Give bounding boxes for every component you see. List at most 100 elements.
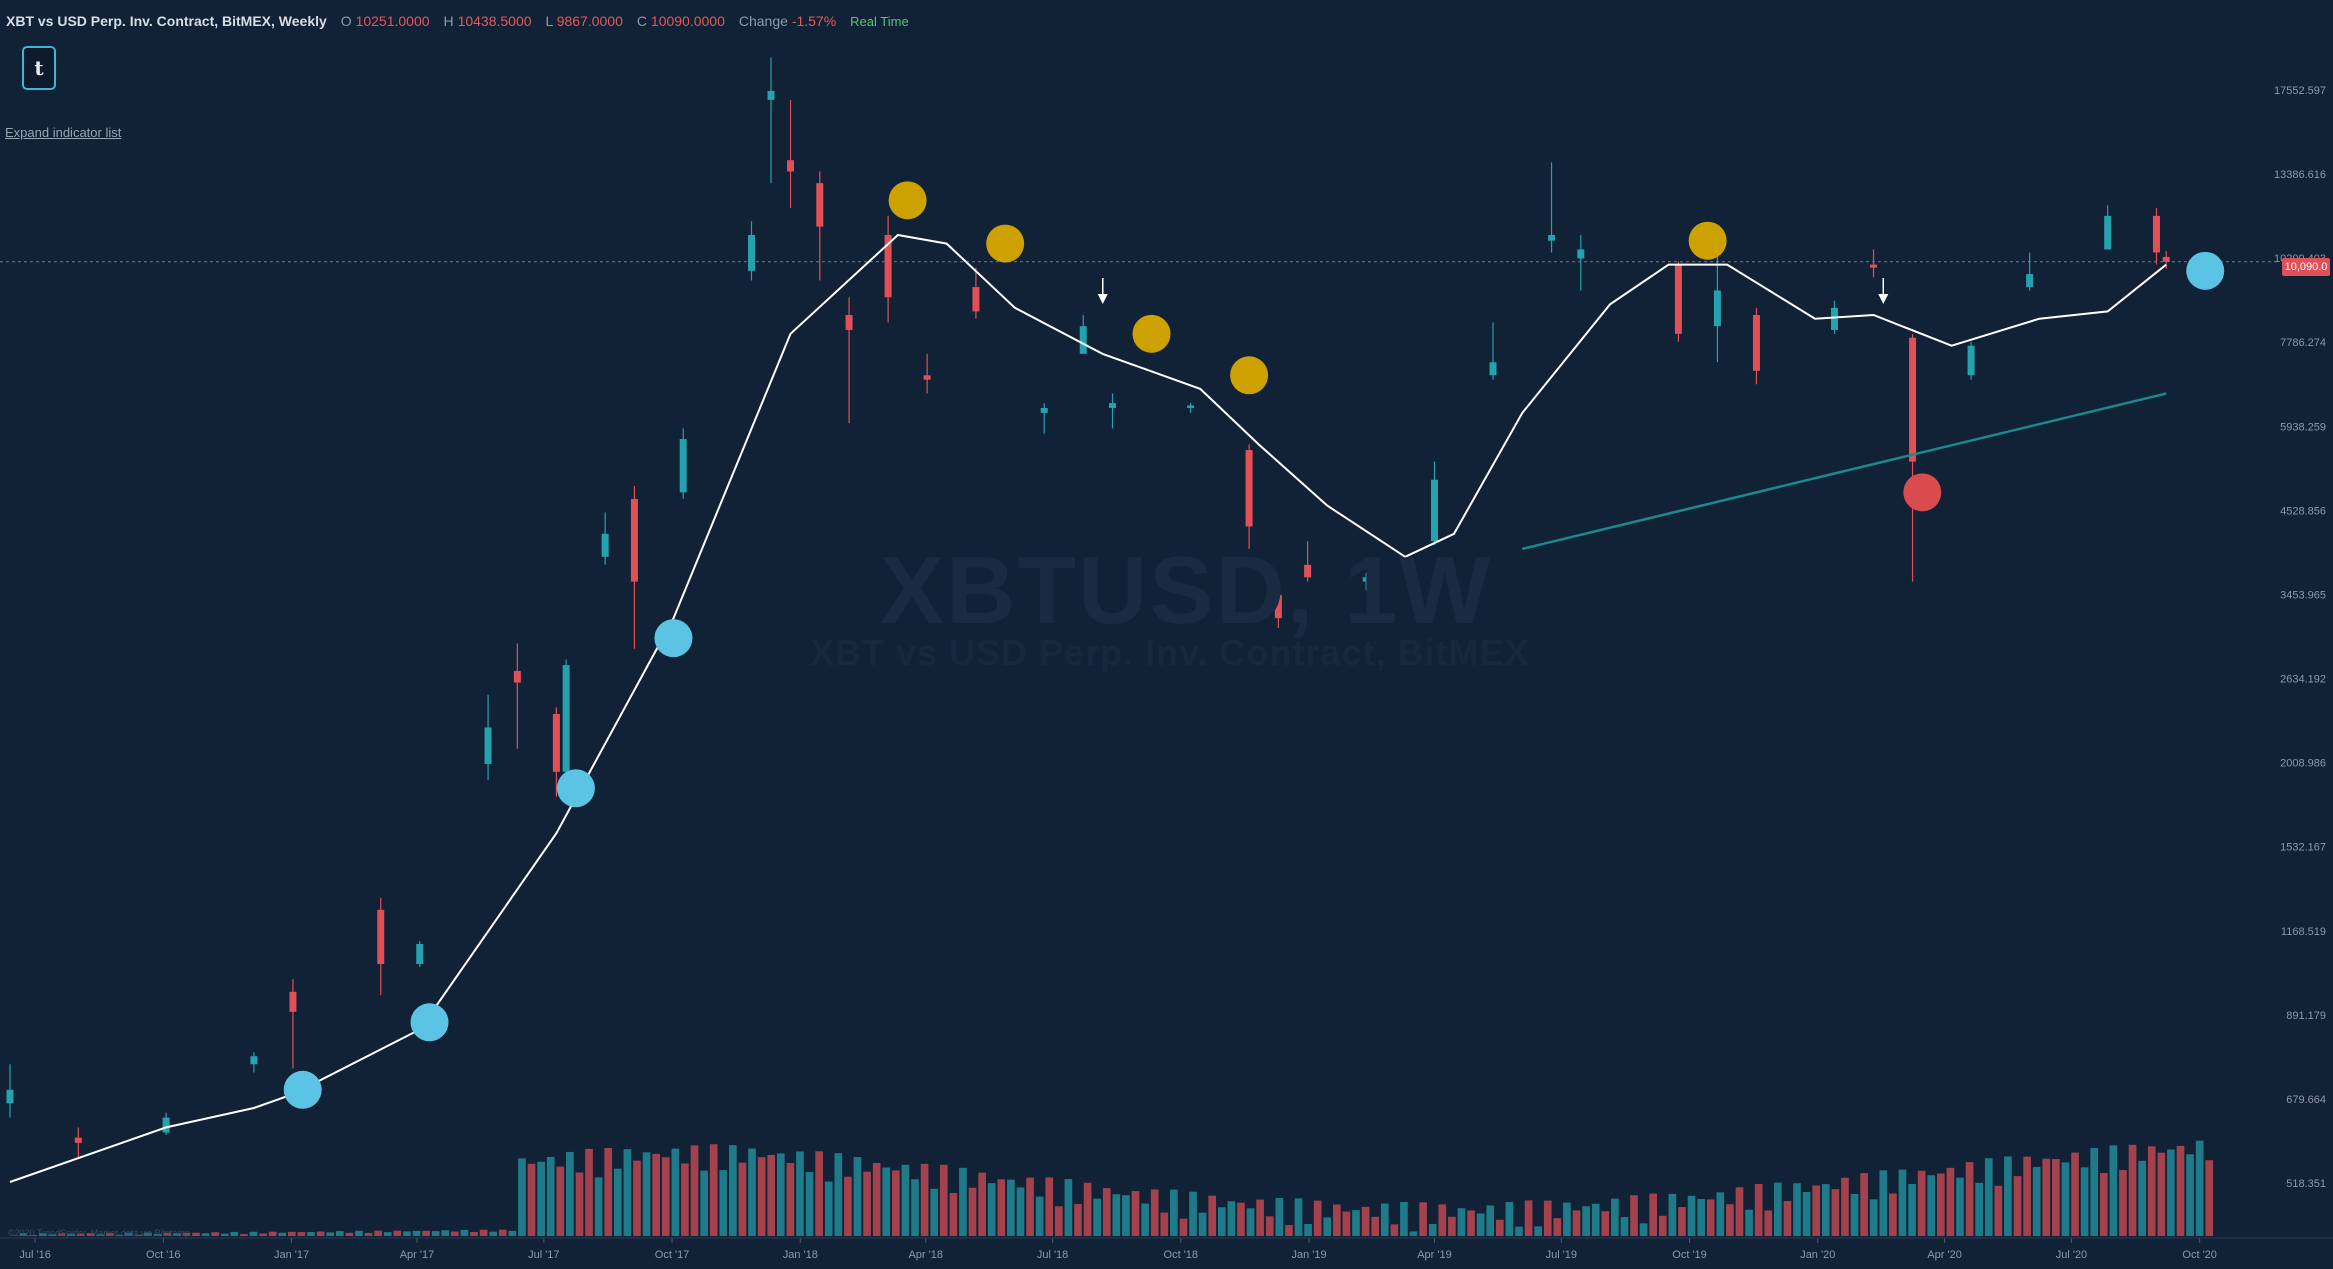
candle-body [601,533,609,557]
volume-bar [1304,1223,1312,1236]
volume-bar [192,1232,200,1236]
volume-bar [1841,1177,1849,1236]
volume-bar [901,1164,910,1236]
y-tick-label: 13386.616 [2274,169,2326,181]
candle-body [1752,315,1760,371]
volume-bar [1371,1216,1380,1236]
volume-bar [38,1233,47,1236]
x-tick-label: Jul '19 [1546,1249,1577,1261]
volume-bar [1649,1193,1658,1236]
candle-body [845,315,853,330]
y-tick-label: 679.664 [2286,1094,2326,1106]
volume-bar [1054,1206,1063,1236]
volume-bar [1956,1177,1964,1236]
volume-bar [987,1183,996,1236]
volume-bar [1783,1200,1792,1236]
volume-bar [1543,1200,1552,1236]
volume-bar [527,1163,536,1236]
volume-bar [2080,1167,2089,1236]
volume-bar [1285,1225,1293,1236]
volume-bar [1428,1223,1437,1236]
candle-body [552,713,560,772]
x-tick-label: Jul '18 [1037,1249,1068,1261]
change-readout: Change -1.57% [738,13,837,29]
volume-bar [1246,1208,1255,1236]
y-tick-label: 5938.259 [2280,421,2326,433]
candle-body [630,498,638,582]
volume-bar [345,1232,354,1236]
volume-bar [307,1232,315,1236]
candle-body [884,235,892,298]
volume-bar [1860,1173,1868,1236]
volume-bar [1889,1193,1897,1236]
moving-average-slow [1522,392,2167,551]
ohlc-low: L 9867.0000 [545,13,623,29]
volume-bar [1227,1201,1236,1236]
volume-bar [1774,1182,1782,1236]
volume-bar [1112,1194,1121,1236]
volume-bar [278,1232,287,1236]
volume-bar [2195,1140,2204,1236]
volume-bar [403,1231,411,1236]
x-tick-label: Jan '19 [1291,1249,1326,1261]
volume-bar [1150,1189,1159,1236]
signal-marker-sell [1688,221,1727,260]
volume-bar [2013,1176,2022,1236]
signal-marker-sell [888,181,927,220]
volume-bar [585,1148,593,1236]
volume-bar [1323,1217,1332,1236]
trendspider-logo-button[interactable]: t [22,46,56,90]
symbol-title[interactable]: XBT vs USD Perp. Inv. Contract, BitMEX, … [6,13,327,29]
volume-bar [1812,1185,1821,1236]
volume-bar [796,1151,804,1236]
candle-body [377,909,385,964]
volume-bar [1333,1204,1341,1236]
watermark-description: XBT vs USD Perp. Inv. Contract, BitMEX [810,632,1530,673]
volume-bar [959,1167,967,1236]
volume-bar [2167,1149,2175,1236]
volume-bar [594,1177,603,1236]
candle-body [416,943,424,964]
volume-bar [1668,1193,1677,1236]
candle-body [1577,249,1585,259]
volume-bar [690,1145,699,1236]
volume-bar [115,1234,124,1236]
volume-bar [805,1171,814,1236]
volume-bar [1400,1201,1408,1236]
volume-bar [1611,1198,1619,1236]
volume-bar [1601,1211,1610,1236]
volume-bar [872,1162,881,1236]
volume-bar [134,1234,143,1236]
volume-bar [86,1233,95,1236]
volume-bar [1898,1169,1907,1236]
signal-marker-buy [654,619,693,658]
x-tick-label: Oct '18 [1164,1249,1199,1261]
volume-bar [1275,1198,1284,1236]
volume-bar [575,1172,584,1236]
volume-bar [1687,1195,1696,1236]
x-tick-label: Oct '19 [1672,1249,1707,1261]
volume-bar [613,1168,622,1236]
volume-bar [1141,1203,1149,1236]
expand-indicator-list-link[interactable]: Expand indicator list [5,125,122,140]
signal-marker-buy [283,1070,322,1109]
volume-bar [201,1233,210,1236]
x-tick-label: Jul '20 [2056,1249,2087,1261]
y-tick-label: 518.351 [2286,1178,2326,1190]
volume-bar [537,1161,545,1236]
volume-bar [815,1151,823,1236]
candle-body [1967,345,1975,376]
volume-bar [1476,1213,1485,1236]
volume-bar [460,1229,469,1236]
volume-bar [748,1148,756,1236]
x-tick-label: Apr '18 [908,1249,943,1261]
volume-bar [518,1158,526,1236]
volume-bar [1467,1210,1475,1236]
volume-bar [29,1234,37,1236]
volume-bar [326,1232,335,1236]
signal-arrow-head-icon [1878,294,1889,304]
volume-bar [2205,1160,2214,1236]
volume-bar [172,1233,181,1236]
volume-bar [393,1230,402,1236]
